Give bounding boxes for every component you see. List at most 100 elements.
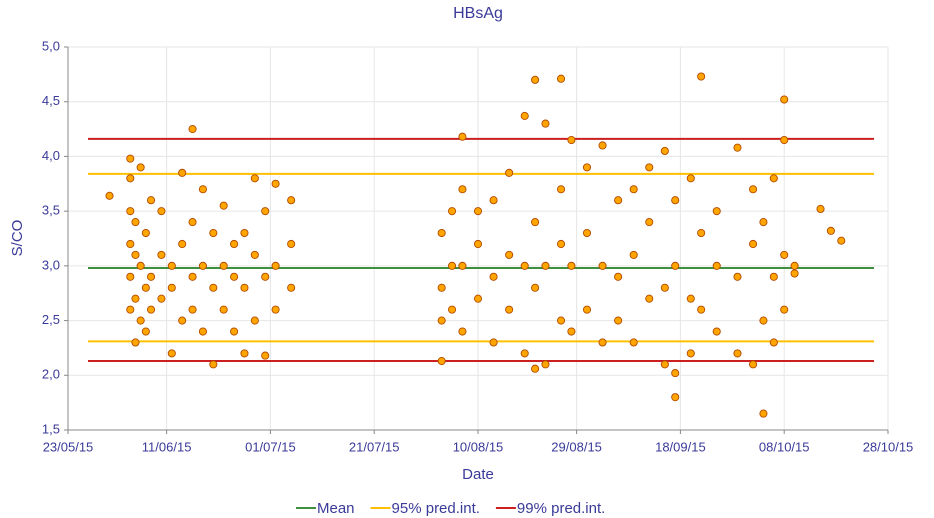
point	[240, 349, 249, 358]
point	[567, 135, 576, 145]
point	[131, 250, 140, 259]
point	[505, 305, 514, 314]
point	[697, 228, 706, 238]
point	[816, 204, 825, 214]
point	[645, 218, 654, 227]
x-tick-label: 08/10/15	[759, 439, 810, 454]
point	[473, 239, 483, 249]
point	[230, 239, 239, 249]
point	[520, 111, 529, 120]
x-tick-label: 21/07/15	[349, 439, 400, 454]
point	[556, 185, 566, 194]
point	[287, 196, 296, 205]
point	[458, 185, 467, 194]
point	[598, 261, 607, 270]
point	[198, 185, 207, 194]
point	[660, 146, 669, 156]
point	[448, 261, 457, 270]
point	[660, 360, 669, 369]
point	[733, 143, 742, 152]
point	[614, 272, 623, 281]
point	[614, 316, 623, 325]
point	[287, 239, 296, 249]
point	[790, 261, 799, 270]
point	[437, 228, 446, 238]
point	[157, 294, 166, 303]
point	[250, 174, 259, 183]
point	[697, 72, 706, 81]
point	[505, 168, 514, 177]
point	[198, 327, 207, 336]
point	[188, 272, 197, 281]
point	[826, 226, 835, 235]
point	[141, 327, 150, 336]
point	[146, 272, 156, 281]
point	[614, 196, 623, 205]
point	[458, 132, 467, 141]
point	[146, 196, 156, 205]
point	[629, 250, 638, 259]
point	[458, 261, 467, 270]
point	[209, 228, 218, 238]
y-tick-label: 3,0	[42, 257, 60, 272]
point	[531, 364, 540, 373]
point	[178, 239, 187, 249]
point	[780, 250, 789, 259]
point	[686, 349, 695, 358]
point	[448, 207, 457, 216]
point	[489, 196, 498, 205]
x-tick-label: 10/08/15	[453, 439, 504, 454]
point	[141, 228, 150, 238]
point	[188, 305, 197, 314]
point	[645, 294, 654, 303]
point	[769, 338, 778, 347]
point	[780, 135, 789, 145]
point	[219, 261, 228, 270]
point	[671, 261, 680, 270]
point	[520, 349, 529, 358]
y-tick-label: 1,5	[42, 421, 60, 436]
y-tick-label: 2,5	[42, 312, 60, 327]
point	[178, 168, 187, 177]
point	[167, 283, 176, 292]
point	[126, 272, 135, 281]
point	[230, 327, 239, 336]
y-tick-label: 3,5	[42, 203, 60, 218]
point	[671, 393, 680, 402]
x-tick-label: 23/05/15	[43, 439, 94, 454]
point	[541, 261, 550, 270]
point	[271, 179, 280, 188]
x-axis-label: Date	[462, 466, 494, 483]
point	[769, 272, 778, 281]
point	[749, 239, 758, 249]
point	[126, 174, 135, 183]
point	[489, 272, 498, 281]
point	[437, 283, 446, 292]
point	[686, 174, 695, 183]
point	[250, 316, 259, 325]
point	[209, 283, 218, 292]
point	[645, 163, 654, 172]
point	[126, 239, 135, 249]
point	[556, 316, 566, 325]
point	[126, 154, 135, 163]
point	[780, 305, 789, 314]
point	[240, 283, 249, 292]
point	[790, 269, 799, 278]
point	[188, 218, 197, 227]
point	[712, 261, 721, 270]
point	[230, 272, 239, 281]
point	[697, 305, 706, 314]
y-tick-label: 2,0	[42, 367, 60, 382]
point	[136, 163, 145, 172]
point	[271, 305, 280, 314]
point	[489, 338, 498, 347]
point	[671, 196, 680, 205]
point	[759, 409, 768, 418]
point	[209, 360, 218, 369]
point	[178, 316, 187, 325]
point	[712, 327, 721, 336]
point	[629, 185, 638, 194]
point	[287, 283, 296, 292]
point	[167, 349, 176, 358]
